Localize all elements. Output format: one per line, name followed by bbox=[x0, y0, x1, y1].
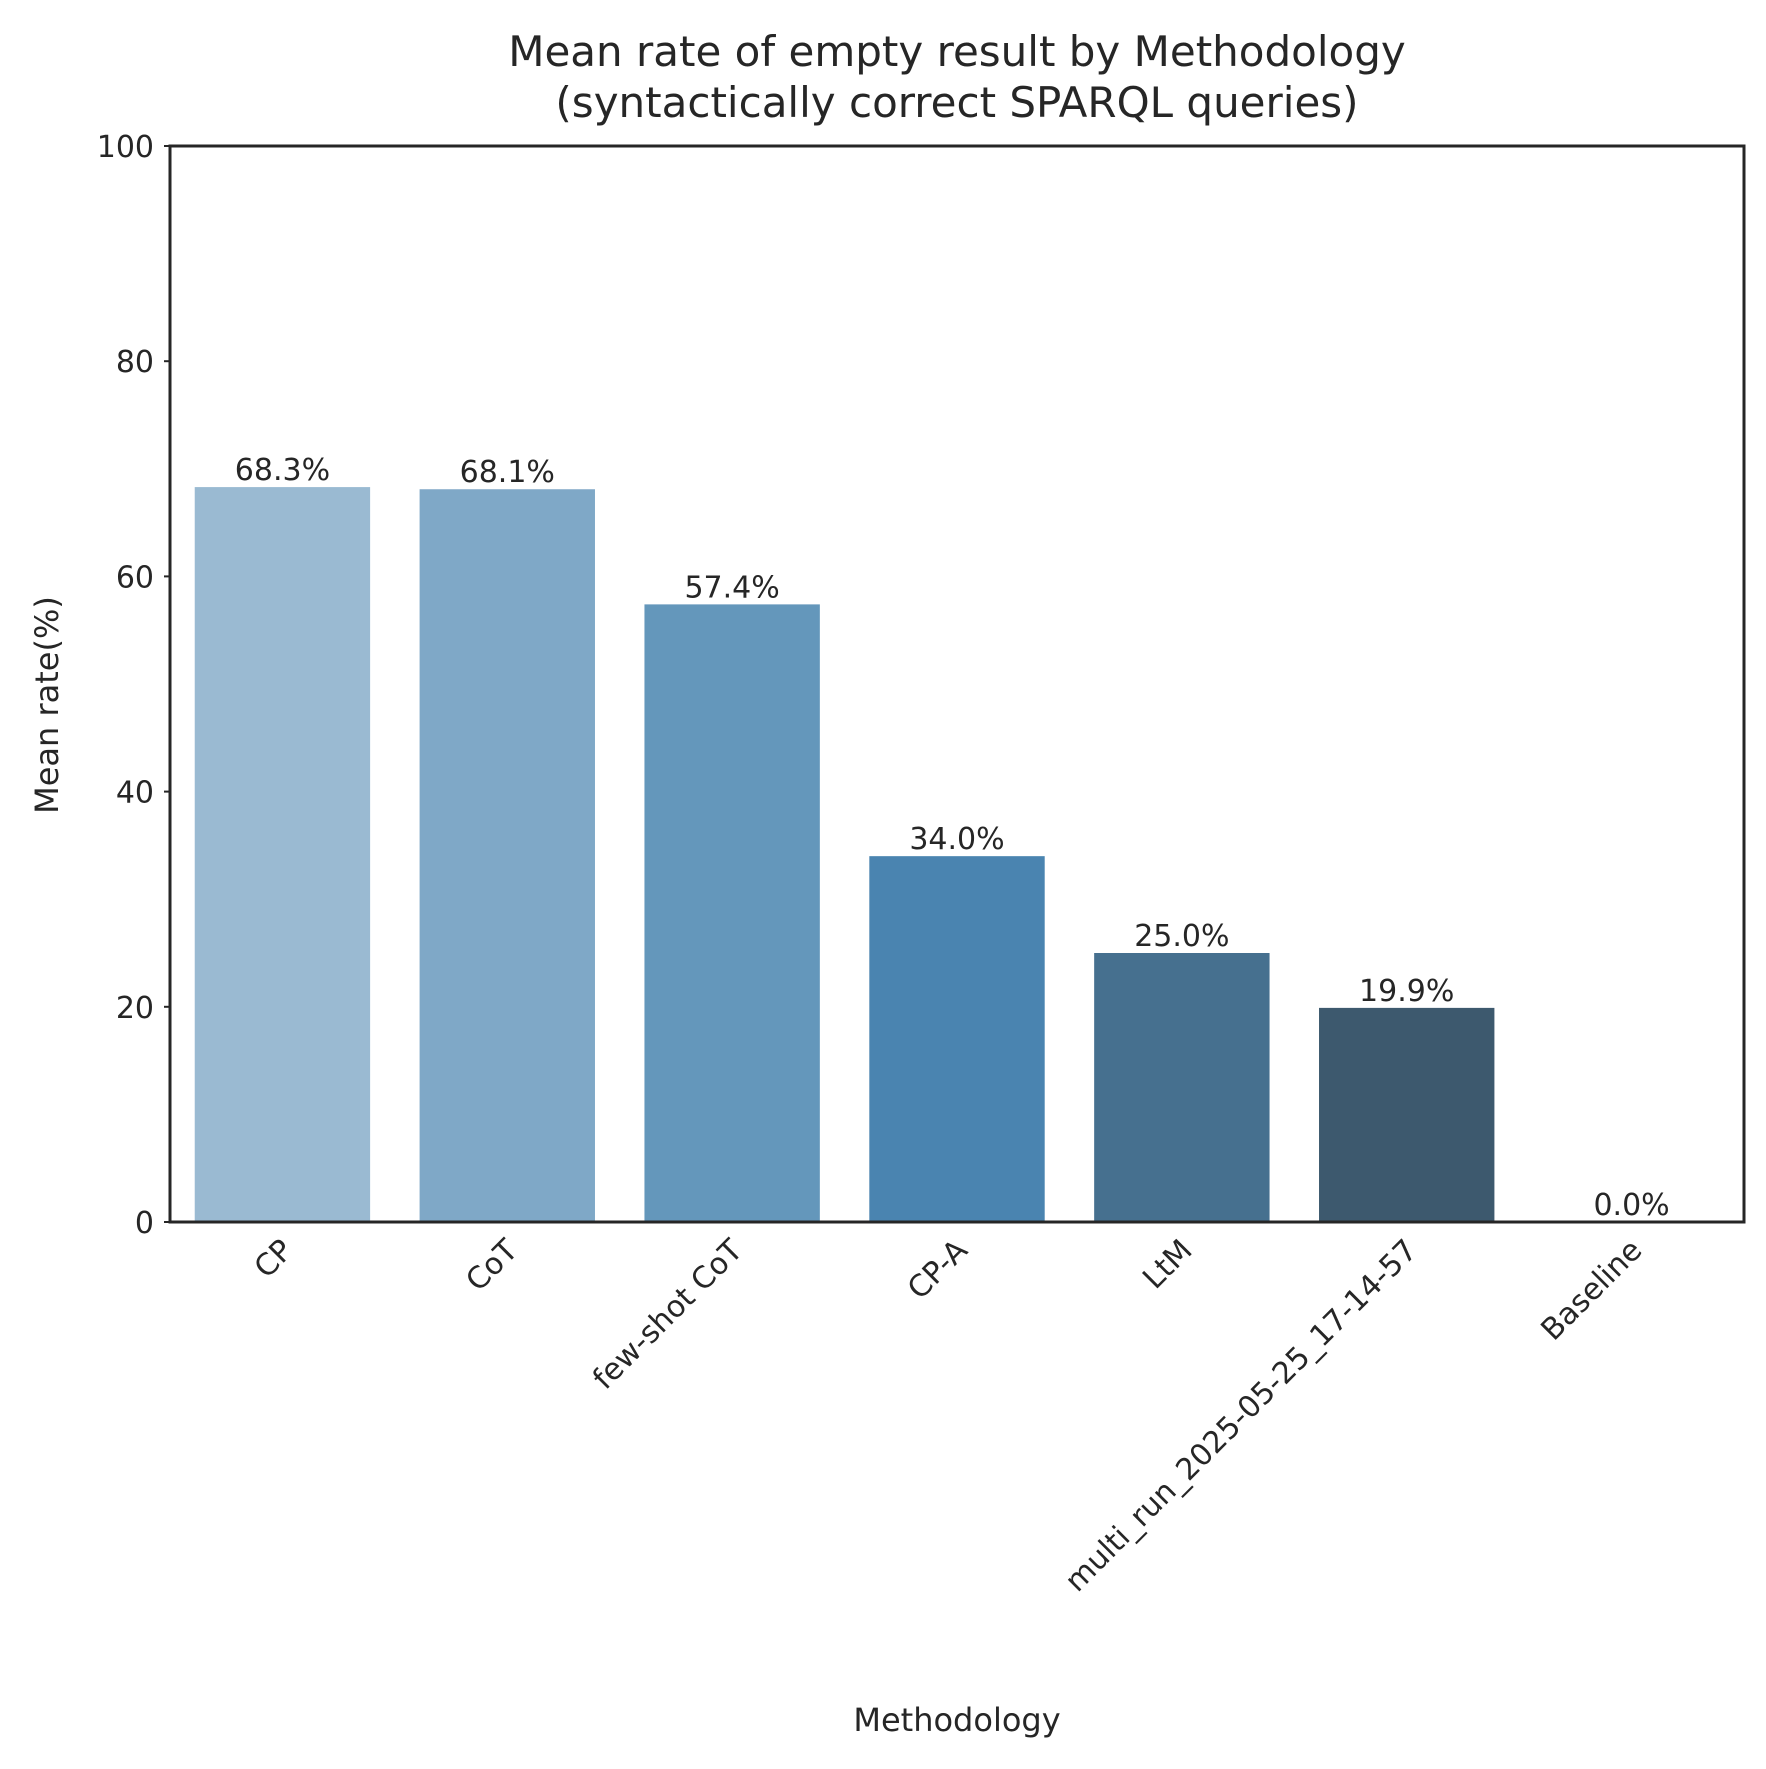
y-tick-label: 40 bbox=[116, 776, 154, 811]
bar bbox=[869, 856, 1045, 1222]
bar-value-label: 57.4% bbox=[684, 570, 779, 605]
x-axis-label: Methodology bbox=[853, 1701, 1060, 1739]
bar bbox=[1319, 1007, 1495, 1222]
x-tick-label: CP bbox=[248, 1233, 300, 1285]
plot-frame bbox=[168, 144, 1746, 1224]
x-tick-label: few-shot CoT bbox=[586, 1232, 750, 1396]
chart-subtitle: (syntactically correct SPARQL queries) bbox=[555, 78, 1358, 127]
y-tick-label: 80 bbox=[116, 345, 154, 380]
bar bbox=[644, 604, 820, 1222]
y-tick-label: 20 bbox=[116, 991, 154, 1026]
x-tick-label: LtM bbox=[1136, 1233, 1199, 1296]
y-axis-label: Mean rate(%) bbox=[28, 596, 66, 814]
x-tick-label: Baseline bbox=[1535, 1233, 1650, 1348]
bar-value-label: 68.1% bbox=[460, 455, 555, 490]
bar bbox=[194, 487, 371, 1223]
bar-value-label: 25.0% bbox=[1134, 919, 1229, 954]
x-tick-label: CoT bbox=[459, 1232, 525, 1298]
plot-area: 68.3% 68.1% 57.4% 34.0% 25.0% 19.9% 0.0% 0 20 40 6… bbox=[97, 130, 1746, 1599]
y-tick-label: 100 bbox=[97, 130, 154, 165]
chart-title: Mean rate of empty result by Methodology bbox=[508, 27, 1406, 76]
y-tick-label: 0 bbox=[135, 1206, 154, 1241]
bar-value-label: 0.0% bbox=[1593, 1188, 1669, 1223]
bar-value-label: 19.9% bbox=[1359, 974, 1454, 1009]
bar bbox=[419, 489, 595, 1222]
x-tick-label: multi_run_2025-05-25_17-14-57 bbox=[1058, 1233, 1424, 1599]
bar bbox=[1094, 953, 1270, 1222]
bar-value-label: 34.0% bbox=[909, 822, 1004, 857]
x-tick-label: CP-A bbox=[901, 1233, 975, 1307]
y-tick-label: 60 bbox=[116, 560, 154, 595]
bar-value-label: 68.3% bbox=[235, 453, 330, 488]
